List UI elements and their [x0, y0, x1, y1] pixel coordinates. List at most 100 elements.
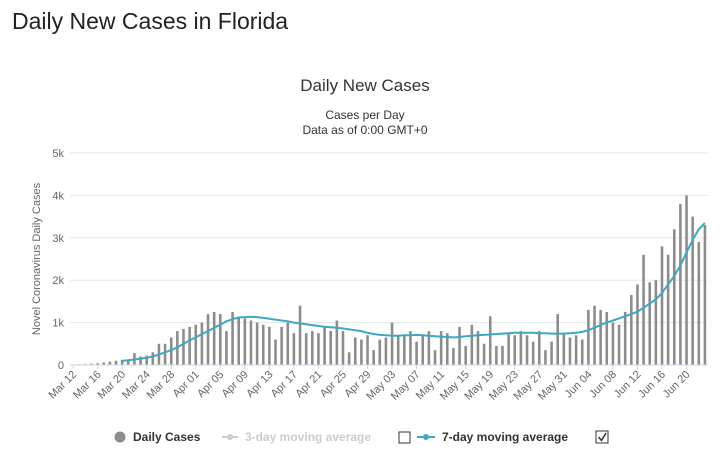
bar[interactable] [703, 225, 707, 365]
bar[interactable] [390, 322, 394, 365]
bar[interactable] [329, 331, 333, 365]
bar[interactable] [206, 314, 210, 365]
bar[interactable] [403, 335, 406, 365]
bar[interactable] [433, 350, 437, 365]
bar[interactable] [568, 337, 572, 365]
bar[interactable] [317, 333, 320, 365]
bar[interactable] [697, 242, 701, 365]
bar[interactable] [623, 312, 627, 365]
bar[interactable] [292, 333, 296, 365]
bar[interactable] [182, 328, 185, 365]
bar[interactable] [96, 363, 99, 365]
avg3-checkbox[interactable] [398, 431, 411, 444]
bar[interactable] [617, 324, 621, 365]
bar[interactable] [636, 284, 639, 365]
bar[interactable] [593, 305, 596, 365]
bar[interactable] [163, 343, 167, 365]
bar[interactable] [145, 355, 148, 365]
bar[interactable] [538, 331, 541, 365]
bar[interactable] [421, 335, 425, 365]
bar[interactable] [599, 309, 602, 365]
bar[interactable] [556, 314, 559, 365]
bar[interactable] [286, 322, 290, 365]
bar[interactable] [219, 314, 222, 365]
bar[interactable] [194, 324, 198, 365]
bar[interactable] [108, 361, 112, 365]
bar[interactable] [519, 331, 523, 365]
bar[interactable] [488, 316, 492, 365]
bar[interactable] [685, 195, 688, 365]
moving-average-series-line[interactable] [122, 222, 706, 362]
bar[interactable] [304, 333, 308, 365]
bar[interactable] [90, 363, 93, 365]
bar[interactable] [360, 339, 363, 365]
bar[interactable] [550, 341, 553, 365]
bar[interactable] [347, 352, 351, 365]
bar[interactable] [531, 341, 535, 365]
bar[interactable] [311, 331, 314, 365]
bar[interactable] [630, 295, 633, 365]
bar[interactable] [151, 352, 155, 365]
bar[interactable] [243, 318, 247, 365]
bar[interactable] [274, 339, 277, 365]
bar[interactable] [513, 335, 517, 365]
bar[interactable] [611, 322, 615, 365]
bar[interactable] [249, 320, 253, 365]
bar[interactable] [237, 318, 240, 365]
bar[interactable] [335, 320, 339, 365]
bar[interactable] [415, 341, 418, 365]
bar[interactable] [439, 331, 443, 365]
bar[interactable] [102, 362, 106, 365]
bar[interactable] [458, 326, 461, 365]
legend-item-daily-cases[interactable]: Daily Cases [114, 430, 201, 444]
bar[interactable] [660, 246, 664, 365]
bar[interactable] [501, 345, 504, 365]
bar[interactable] [212, 312, 216, 365]
bar[interactable] [409, 331, 412, 365]
bar[interactable] [280, 326, 283, 365]
bar[interactable] [298, 305, 302, 365]
bar[interactable] [126, 359, 130, 365]
bar[interactable] [507, 333, 510, 365]
bar[interactable] [672, 229, 676, 365]
bar[interactable] [470, 324, 474, 365]
bar[interactable] [642, 254, 645, 365]
bar[interactable] [372, 350, 375, 365]
bar[interactable] [587, 309, 590, 365]
bar[interactable] [231, 312, 234, 365]
bar[interactable] [691, 216, 694, 365]
bar[interactable] [353, 337, 357, 365]
bar[interactable] [427, 331, 431, 365]
bar[interactable] [378, 339, 382, 365]
bar[interactable] [396, 335, 400, 365]
bar[interactable] [255, 322, 259, 365]
bar[interactable] [366, 335, 369, 365]
bar[interactable] [139, 356, 142, 365]
bar[interactable] [323, 326, 326, 365]
bar[interactable] [120, 359, 124, 365]
bar[interactable] [225, 331, 228, 365]
bar[interactable] [188, 326, 191, 365]
bar[interactable] [261, 324, 265, 365]
bar[interactable] [341, 331, 345, 365]
bar[interactable] [445, 333, 449, 365]
bar[interactable] [666, 254, 670, 365]
bar[interactable] [482, 343, 486, 365]
bar[interactable] [648, 282, 652, 365]
bar[interactable] [654, 280, 658, 365]
bar[interactable] [525, 335, 529, 365]
legend-item-3day-average[interactable]: 3-day moving average [222, 430, 371, 444]
bar[interactable] [384, 337, 388, 365]
avg7-checkbox[interactable] [595, 430, 609, 444]
bar[interactable] [580, 339, 584, 365]
bar[interactable] [476, 331, 480, 365]
bar[interactable] [679, 203, 682, 365]
bar[interactable] [544, 350, 547, 365]
bar[interactable] [200, 322, 204, 365]
bar[interactable] [605, 312, 609, 365]
bar[interactable] [452, 348, 455, 365]
legend-item-7day-average[interactable]: 7-day moving average [417, 430, 568, 444]
bar[interactable] [574, 335, 578, 365]
bar[interactable] [464, 345, 467, 365]
bar[interactable] [495, 345, 498, 365]
